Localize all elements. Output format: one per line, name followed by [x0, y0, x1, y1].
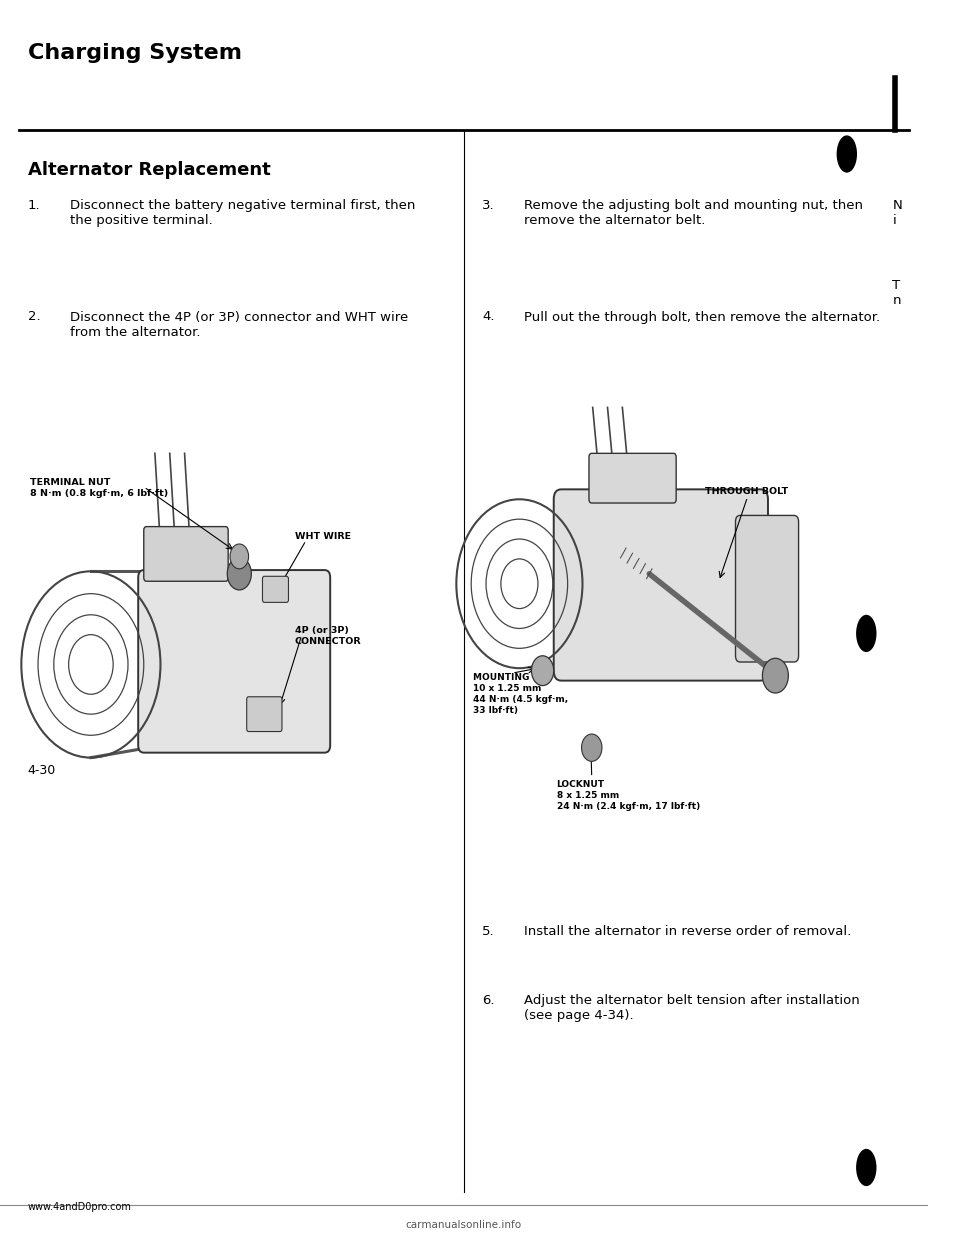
FancyBboxPatch shape	[138, 570, 330, 753]
Circle shape	[228, 558, 252, 590]
Text: 4-30: 4-30	[28, 764, 56, 776]
FancyBboxPatch shape	[262, 576, 288, 602]
Text: TERMINAL NUT
8 N·m (0.8 kgf·m, 6 lbf·ft): TERMINAL NUT 8 N·m (0.8 kgf·m, 6 lbf·ft)	[30, 478, 168, 498]
Ellipse shape	[856, 615, 876, 652]
Text: N
i: N i	[892, 199, 902, 227]
Text: 3.: 3.	[482, 199, 495, 211]
Text: 4.: 4.	[482, 310, 494, 323]
FancyBboxPatch shape	[144, 527, 228, 581]
Text: LOCKNUT
8 x 1.25 mm
24 N·m (2.4 kgf·m, 17 lbf·ft): LOCKNUT 8 x 1.25 mm 24 N·m (2.4 kgf·m, 1…	[557, 780, 700, 811]
Text: THROUGH BOLT: THROUGH BOLT	[705, 487, 788, 496]
Text: 6.: 6.	[482, 994, 494, 1006]
Ellipse shape	[856, 1149, 876, 1186]
Circle shape	[532, 656, 554, 686]
Text: 5.: 5.	[482, 925, 495, 938]
Text: www.4andD0pro.com: www.4andD0pro.com	[28, 1202, 132, 1212]
Text: Alternator Replacement: Alternator Replacement	[28, 161, 271, 179]
Text: Pull out the through bolt, then remove the alternator.: Pull out the through bolt, then remove t…	[524, 310, 880, 323]
Text: 1.: 1.	[28, 199, 40, 211]
FancyBboxPatch shape	[247, 697, 282, 732]
Ellipse shape	[836, 135, 857, 173]
Text: Disconnect the 4P (or 3P) connector and WHT wire
from the alternator.: Disconnect the 4P (or 3P) connector and …	[69, 310, 408, 339]
FancyBboxPatch shape	[554, 489, 768, 681]
Text: 2.: 2.	[28, 310, 40, 323]
FancyBboxPatch shape	[589, 453, 676, 503]
Text: Disconnect the battery negative terminal first, then
the positive terminal.: Disconnect the battery negative terminal…	[69, 199, 415, 227]
Text: Charging System: Charging System	[28, 43, 242, 63]
Circle shape	[762, 658, 788, 693]
Text: Adjust the alternator belt tension after installation
(see page 4-34).: Adjust the alternator belt tension after…	[524, 994, 860, 1022]
Text: 4P (or 3P)
CONNECTOR: 4P (or 3P) CONNECTOR	[295, 626, 362, 646]
Text: WHT WIRE: WHT WIRE	[295, 532, 351, 540]
Text: Remove the adjusting bolt and mounting nut, then
remove the alternator belt.: Remove the adjusting bolt and mounting n…	[524, 199, 863, 227]
Circle shape	[230, 544, 249, 569]
Circle shape	[582, 734, 602, 761]
Text: carmanualsonline.info: carmanualsonline.info	[406, 1220, 522, 1230]
FancyBboxPatch shape	[735, 515, 799, 662]
Text: Install the alternator in reverse order of removal.: Install the alternator in reverse order …	[524, 925, 852, 938]
Text: MOUNTING NUT
10 x 1.25 mm
44 N·m (4.5 kgf·m,
33 lbf·ft): MOUNTING NUT 10 x 1.25 mm 44 N·m (4.5 kg…	[473, 673, 568, 715]
Text: T
n: T n	[892, 279, 900, 308]
